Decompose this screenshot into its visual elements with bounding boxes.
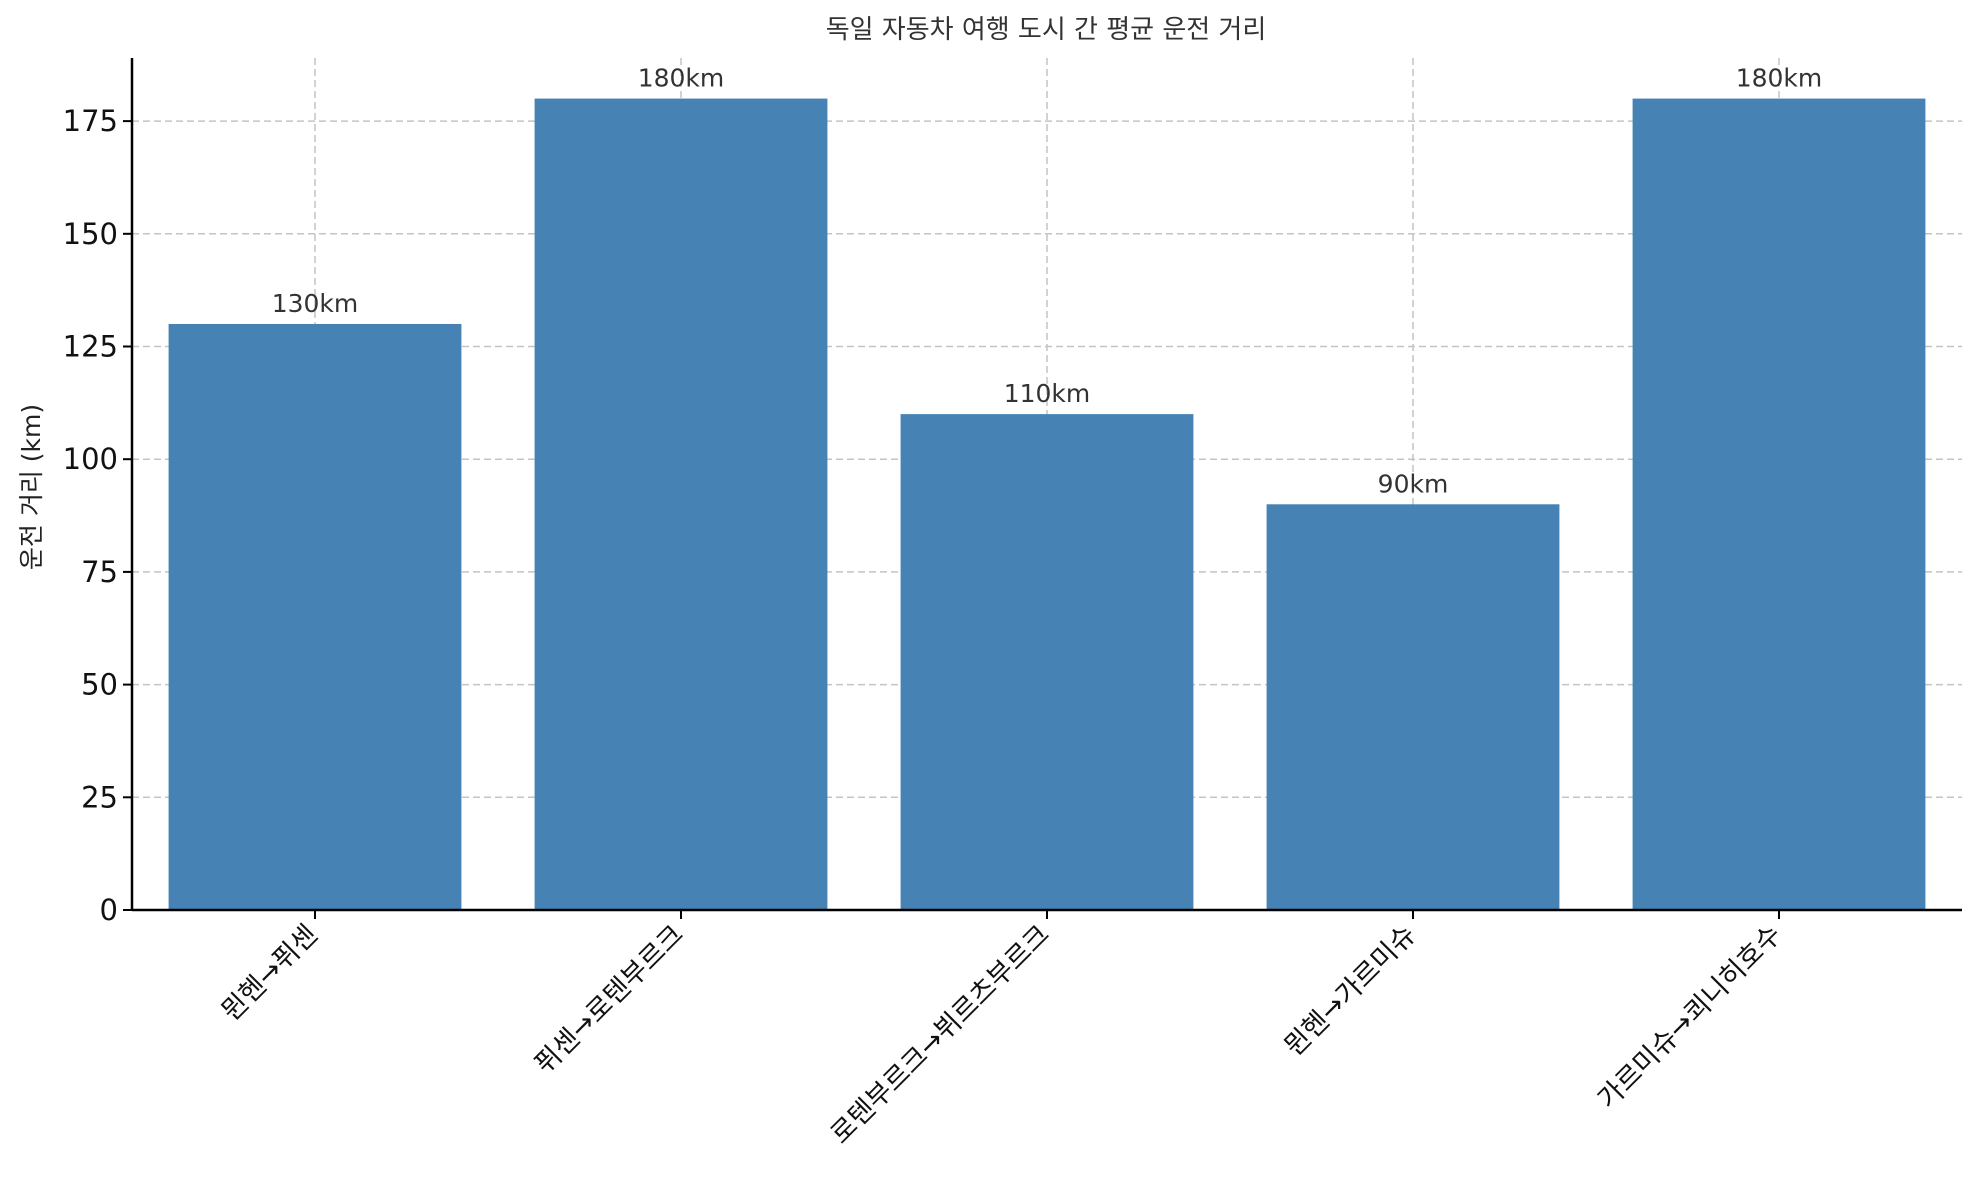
y-tick-label: 50 — [81, 668, 118, 702]
y-tick-label: 25 — [81, 780, 118, 814]
y-tick-label: 75 — [81, 555, 118, 589]
x-tick-label: 로텐부르크→뷔르츠부르크 — [825, 919, 1056, 1150]
bar-value-label: 90km — [1378, 469, 1449, 498]
y-tick-label: 0 — [100, 893, 118, 927]
bar-value-label: 110km — [1004, 379, 1091, 408]
x-tick-label: 퓌센→로텐부르크 — [529, 919, 690, 1080]
bar-value-label: 180km — [638, 64, 725, 93]
y-tick-label: 175 — [63, 104, 118, 138]
y-tick-label: 100 — [63, 442, 118, 476]
chart-title: 독일 자동차 여행 도시 간 평균 운전 거리 — [826, 15, 1267, 45]
y-ticks: 0 25 50 75 100 125 150 175 — [63, 104, 132, 927]
value-labels: 130km 180km 110km 90km 180km — [272, 64, 1823, 499]
x-tick-label: 뮌헨→퓌센 — [216, 919, 324, 1027]
bar — [534, 98, 828, 911]
bar — [168, 323, 462, 910]
y-axis-title: 운전 거리 (km) — [17, 404, 46, 570]
x-tick-label: 뮌헨→가르미슈 — [1279, 919, 1422, 1062]
bars — [168, 98, 1926, 911]
y-tick-label: 125 — [63, 330, 118, 364]
x-tick-label: 가르미슈→쾨니히호수 — [1592, 919, 1788, 1115]
bar-value-label: 180km — [1736, 64, 1823, 93]
bar-value-label: 130km — [272, 289, 359, 318]
bar — [1266, 504, 1560, 910]
bar — [900, 414, 1194, 910]
bar — [1632, 98, 1926, 911]
y-tick-label: 150 — [63, 217, 118, 251]
x-ticks: 뮌헨→퓌센 퓌센→로텐부르크 로텐부르크→뷔르츠부르크 뮌헨→가르미슈 가르미슈→쾨니히… — [216, 910, 1788, 1150]
